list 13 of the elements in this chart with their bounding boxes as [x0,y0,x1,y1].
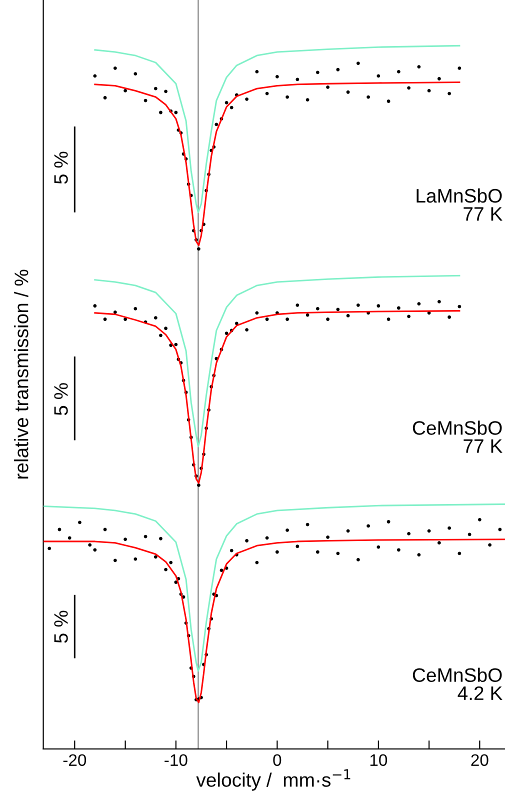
y-axis-title: relative transmission / % [14,270,28,479]
annotation: CeMnSbO 77 K [412,420,502,453]
annotation: 5 % [54,610,68,643]
annotation: 5 % [54,383,68,416]
x-tick-label: -10 [164,754,188,766]
annotation: CeMnSbO 4.2 K [412,668,502,700]
annotation: 5 % [54,152,68,184]
x-tick-label: 0 [273,754,282,766]
x-axis-title: velocity / mm·s$^{−1}$ [196,769,350,791]
x-tick-label: 20 [471,754,488,766]
annotation: LaMnSbO 77 K [416,188,502,221]
x-tick-label: -20 [63,754,86,766]
x-tick-label: 10 [370,754,388,766]
